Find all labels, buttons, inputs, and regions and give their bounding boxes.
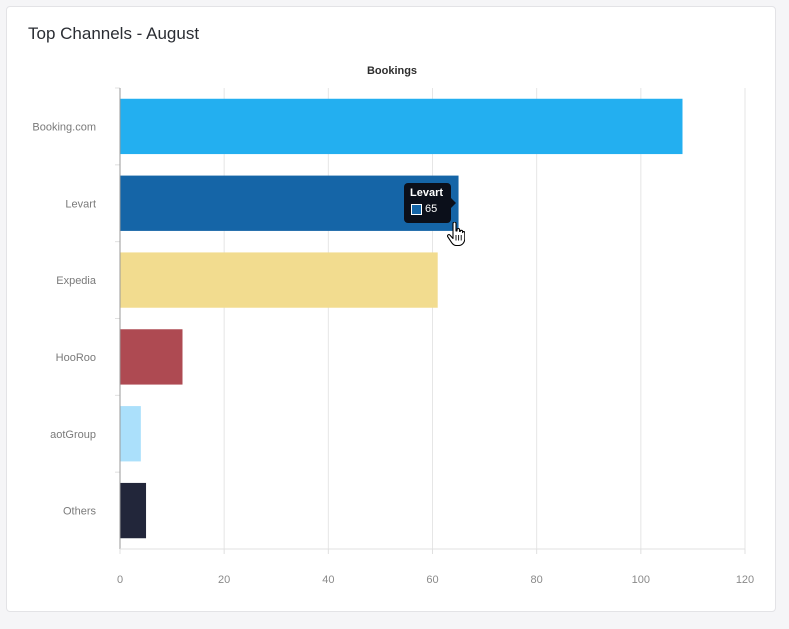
bars (120, 98, 683, 539)
x-tick-label: 0 (117, 574, 123, 586)
x-tick-label: 20 (218, 574, 230, 586)
category-label: aotGroup (50, 429, 96, 441)
axes (115, 87, 746, 554)
bar-hooroo[interactable] (120, 329, 183, 385)
x-tick-label: 120 (736, 574, 754, 586)
x-tick-label: 40 (322, 574, 334, 586)
tooltip-swatch (411, 204, 422, 215)
category-label: Levart (65, 198, 96, 210)
category-label: Expedia (56, 275, 97, 287)
bar-booking-com[interactable] (120, 98, 683, 155)
x-tick-label: 100 (632, 574, 650, 586)
tooltip-value: 65 (425, 203, 438, 215)
chart-title: Bookings (367, 65, 417, 77)
category-label: Others (63, 506, 97, 518)
tooltip-row: 65 (410, 203, 445, 216)
bar-levart[interactable] (120, 175, 459, 231)
bar-others[interactable] (120, 482, 147, 539)
x-tick-labels: 0 20 40 60 80 100 120 (117, 574, 754, 586)
card-title: Top Channels - August (28, 24, 200, 43)
hand-pointer-icon (447, 222, 465, 246)
x-tick-label: 80 (531, 574, 543, 586)
bar-tooltip: Levart 65 (404, 183, 456, 223)
category-label: Booking.com (32, 121, 96, 133)
category-labels: Booking.com Levart Expedia HooRoo aotGroup Ot… (32, 121, 96, 517)
bar-expedia[interactable] (120, 252, 438, 308)
x-tick-label: 60 (426, 574, 438, 586)
bar-aotgroup[interactable] (120, 406, 141, 462)
tooltip-title: Levart (410, 187, 444, 199)
category-label: HooRoo (56, 352, 96, 364)
gridlines (223, 88, 746, 549)
